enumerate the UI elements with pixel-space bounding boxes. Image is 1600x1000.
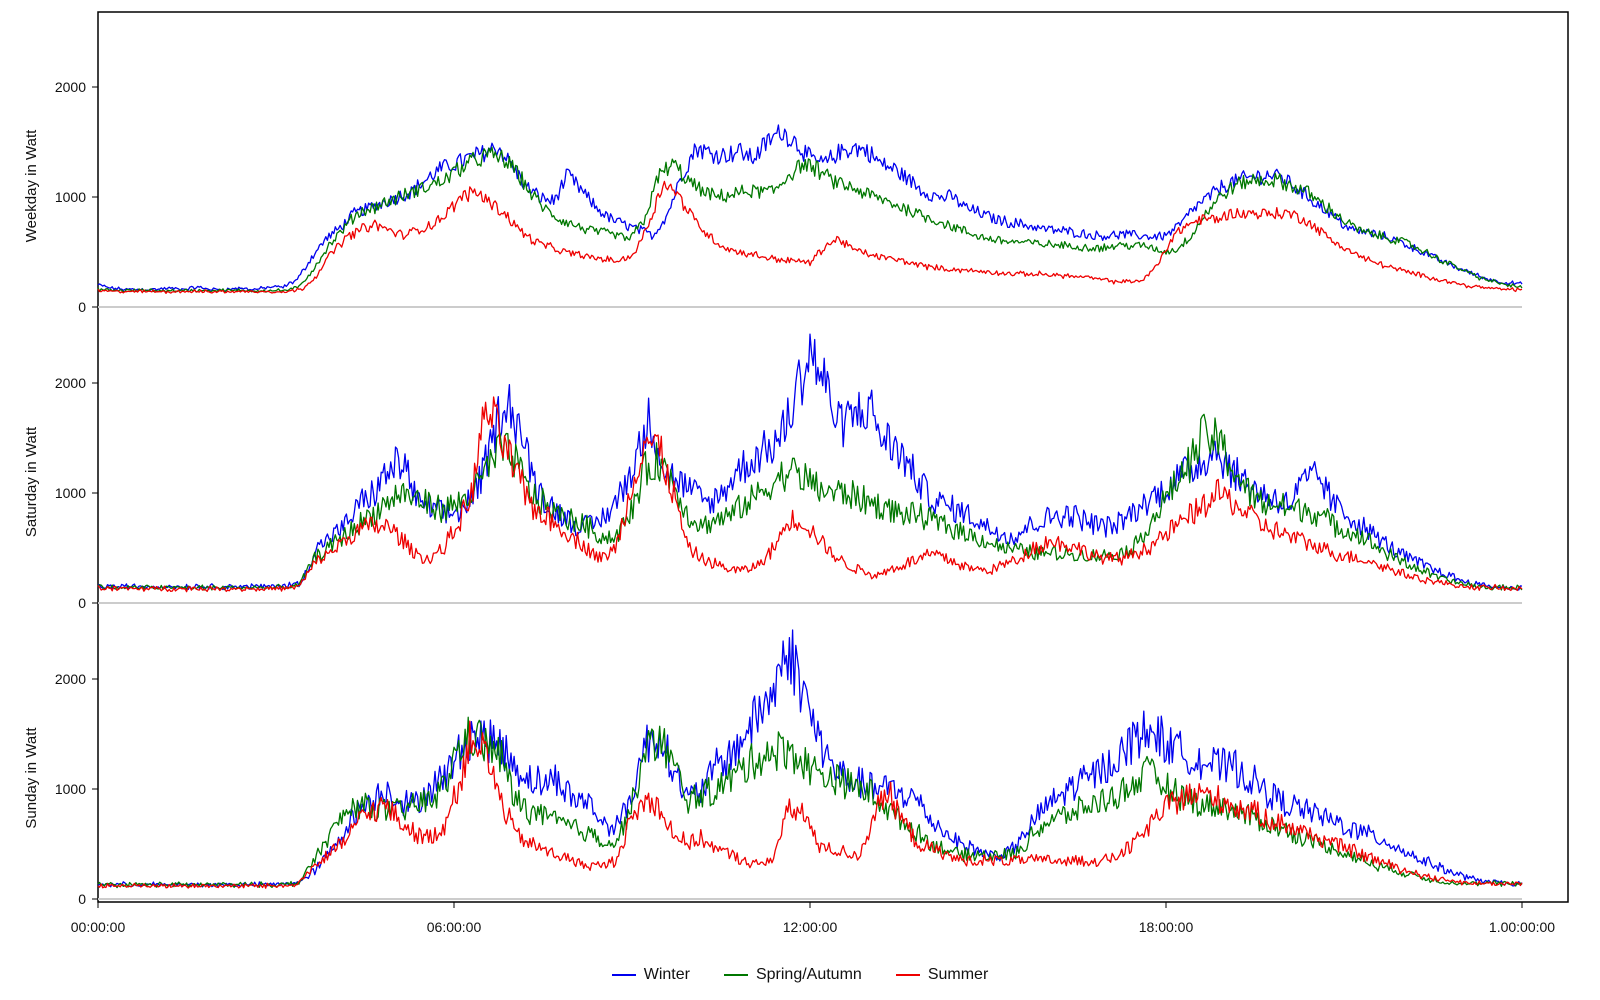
panel-2-ytick-label-2000: 2000 <box>55 375 86 391</box>
xtick-label-00-00-00: 00:00:00 <box>71 919 126 935</box>
chart-svg: 0 1000 2000 Weekday in Watt 0 1000 2000 Saturda… <box>23 11 1569 935</box>
panel-3-series-spring-autumn <box>97 716 1523 889</box>
panel-1-series-summer <box>97 180 1523 294</box>
legend-label-spring-autumn: Spring/Autumn <box>755 966 862 983</box>
panel-3-ytick-label-1000: 1000 <box>55 781 86 797</box>
panel-2-ytick-label-1000: 1000 <box>55 485 86 501</box>
panel-1-ylabel: Weekday in Watt <box>23 129 40 242</box>
panel-1-ytick-label-2000: 2000 <box>55 79 86 95</box>
plot-frame <box>97 11 1569 903</box>
panel-1-ytick-label-0: 0 <box>78 299 86 315</box>
legend-item-spring-autumn: Spring/Autumn <box>723 966 862 984</box>
legend-label-winter: Winter <box>643 966 690 983</box>
legend-label-summer: Summer <box>927 966 989 983</box>
legend-swatch-spring-autumn <box>723 974 748 976</box>
panel-3-series-winter <box>97 629 1523 889</box>
panel-3-series-summer <box>97 720 1523 889</box>
legend-item-summer: Summer <box>895 966 989 984</box>
xtick-label-1-00-00-00: 1.00:00:00 <box>1489 919 1555 935</box>
panel-1-series-spring-autumn <box>97 146 1523 293</box>
panel-2-series-summer <box>97 396 1523 593</box>
panel-2-ylabel: Saturday in Watt <box>23 426 40 537</box>
legend-swatch-winter <box>611 974 636 976</box>
panel-3-ylabel: Sunday in Watt <box>23 727 40 829</box>
panel-1-ytick-label-1000: 1000 <box>55 189 86 205</box>
xtick-label-18-00-00: 18:00:00 <box>1139 919 1194 935</box>
panel-2-series-winter <box>97 333 1523 591</box>
legend-item-winter: Winter <box>611 966 690 984</box>
panel-3-ytick-label-0: 0 <box>78 891 86 907</box>
xtick-label-12-00-00: 12:00:00 <box>783 919 838 935</box>
panel-2-series-spring-autumn <box>97 413 1523 591</box>
panel-2-ytick-label-0: 0 <box>78 595 86 611</box>
legend-swatch-summer <box>895 974 920 976</box>
legend: Winter Spring/Autumn Summer <box>0 960 1600 990</box>
xtick-label-06-00-00: 06:00:00 <box>427 919 482 935</box>
panel-3-ytick-label-2000: 2000 <box>55 671 86 687</box>
